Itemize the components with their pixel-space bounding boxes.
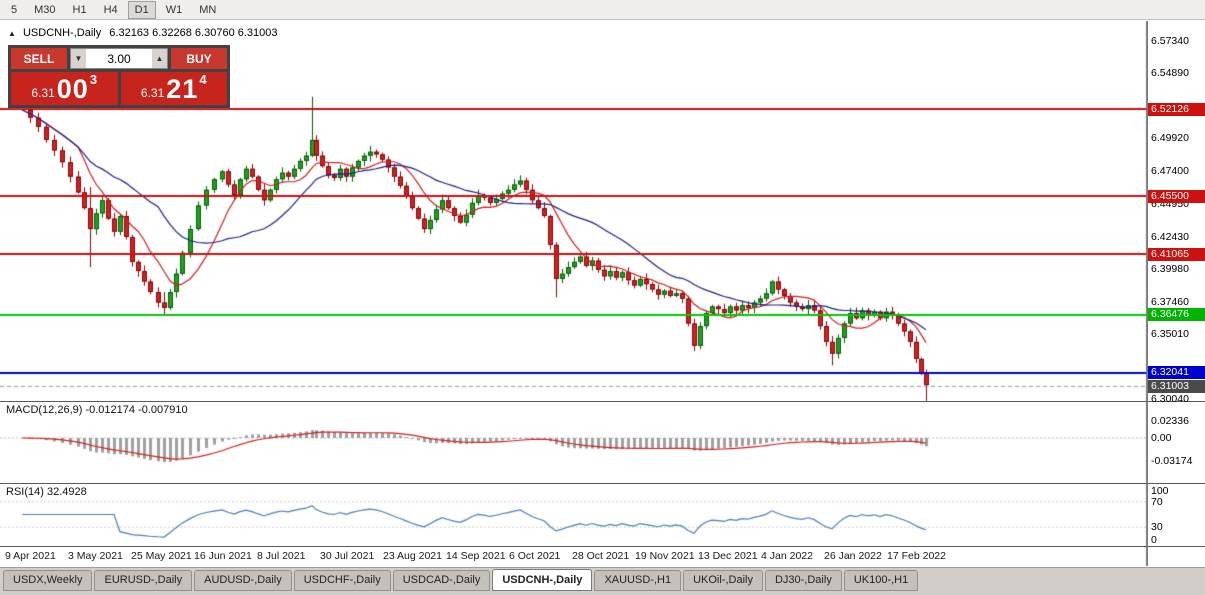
price-line-badge: 6.45500 <box>1148 190 1205 203</box>
panel-divider-main-macd[interactable] <box>0 401 1205 402</box>
date-label: 26 Jan 2022 <box>824 550 882 562</box>
date-label: 23 Aug 2021 <box>383 550 442 562</box>
tab-audusd-daily[interactable]: AUDUSD-,Daily <box>194 570 292 591</box>
tab-usdchf-daily[interactable]: USDCHF-,Daily <box>293 570 391 591</box>
panel-divider-rsi-axis <box>0 546 1205 547</box>
price-line-badge: 6.31003 <box>1148 380 1205 393</box>
volume-increase-icon[interactable]: ▲ <box>152 49 167 68</box>
timeframe-toolbar: 5 M30 H1 H4 D1 W1 MN <box>0 0 1205 20</box>
price-label: 6.54890 <box>1151 67 1189 79</box>
buy-button[interactable]: BUY <box>171 48 227 69</box>
bid-price-big: 00 <box>56 74 89 104</box>
volume-input[interactable]: 3.00 <box>86 49 152 68</box>
price-label: 6.30040 <box>1151 393 1189 405</box>
price-label: 6.47400 <box>1151 165 1189 177</box>
chart-title: ▲ USDCNH-,Daily 6.32163 6.32268 6.30760 … <box>8 27 278 39</box>
tab-usdcnh-daily[interactable]: USDCNH-,Daily <box>492 569 593 591</box>
macd-axis-label: 0.02336 <box>1151 415 1189 427</box>
tab-dj30-daily[interactable]: DJ30-,Daily <box>764 570 842 591</box>
panel-divider-macd-rsi[interactable] <box>0 483 1205 484</box>
macd-indicator-label: MACD(12,26,9) -0.012174 -0.007910 <box>6 404 188 416</box>
date-label: 14 Sep 2021 <box>446 550 506 562</box>
price-line-badge: 6.41065 <box>1148 248 1205 261</box>
timeframe-button-5[interactable]: 5 <box>11 3 18 16</box>
date-label: 9 Apr 2021 <box>5 550 56 562</box>
bid-price-button[interactable]: 6.31 00 3 <box>11 72 118 105</box>
chart-ohlc-values: 6.32163 6.32268 6.30760 6.31003 <box>109 27 278 39</box>
date-label: 4 Jan 2022 <box>761 550 813 562</box>
rsi-axis-label: 100 <box>1151 485 1169 497</box>
rsi-indicator-label: RSI(14) 32.4928 <box>6 486 87 498</box>
date-label: 19 Nov 2021 <box>635 550 695 562</box>
price-line-badge: 6.52126 <box>1148 103 1205 116</box>
rsi-axis-label: 0 <box>1151 534 1157 546</box>
one-click-trade-panel: SELL ▼ 3.00 ▲ BUY 6.31 00 3 6.31 21 4 <box>8 45 230 108</box>
date-label: 8 Jul 2021 <box>257 550 306 562</box>
volume-control: ▼ 3.00 ▲ <box>70 48 168 69</box>
timeframe-button-mn[interactable]: MN <box>199 3 217 16</box>
ask-price-pipette: 4 <box>199 72 207 87</box>
tab-usdx-weekly[interactable]: USDX,Weekly <box>3 570 93 591</box>
rsi-axis-label: 30 <box>1151 521 1163 533</box>
timeframe-button-h4[interactable]: H4 <box>103 3 118 16</box>
date-label: 25 May 2021 <box>131 550 192 562</box>
ask-price-prefix: 6.31 <box>140 86 165 100</box>
ask-price-button[interactable]: 6.31 21 4 <box>120 72 227 105</box>
tab-xauusd-h1[interactable]: XAUUSD-,H1 <box>594 570 682 591</box>
price-line-badge: 6.32041 <box>1148 366 1205 379</box>
trade-panel-collapse-icon[interactable]: ▲ <box>8 29 16 38</box>
macd-axis-label: -0.03174 <box>1151 455 1193 467</box>
price-label: 6.57340 <box>1151 35 1189 47</box>
tab-uk100-h1[interactable]: UK100-,H1 <box>843 570 919 591</box>
tab-ukoil-daily[interactable]: UKOil-,Daily <box>683 570 763 591</box>
tab-eurusd-daily[interactable]: EURUSD-,Daily <box>94 570 193 591</box>
timeframe-button-w1[interactable]: W1 <box>165 3 183 16</box>
date-label: 3 May 2021 <box>68 550 123 562</box>
date-label: 17 Feb 2022 <box>887 550 946 562</box>
date-label: 28 Oct 2021 <box>572 550 630 562</box>
price-label: 6.37460 <box>1151 296 1189 308</box>
bid-price-prefix: 6.31 <box>31 86 55 100</box>
price-line-badge: 6.36476 <box>1148 308 1205 321</box>
ask-price-big: 21 <box>166 74 199 104</box>
chart-tabs-bar: USDX,Weekly EURUSD-,Daily AUDUSD-,Daily USD… <box>0 567 1205 595</box>
price-label: 6.49920 <box>1151 132 1189 144</box>
price-label: 6.35010 <box>1151 328 1189 340</box>
price-label: 6.39980 <box>1151 263 1189 275</box>
timeframe-button-d1[interactable]: D1 <box>127 0 156 19</box>
sell-button[interactable]: SELL <box>11 48 67 69</box>
date-label: 16 Jun 2021 <box>194 550 252 562</box>
chart-area: ▲ USDCNH-,Daily 6.32163 6.32268 6.30760 … <box>0 21 1205 566</box>
rsi-axis-label: 70 <box>1151 496 1163 508</box>
volume-decrease-icon[interactable]: ▼ <box>71 49 86 68</box>
tab-usdcad-daily[interactable]: USDCAD-,Daily <box>392 570 491 591</box>
date-label: 13 Dec 2021 <box>698 550 758 562</box>
bid-price-pipette: 3 <box>89 72 98 87</box>
timeframe-button-h1[interactable]: H1 <box>72 3 87 16</box>
timeframe-button-m30[interactable]: M30 <box>34 3 56 16</box>
price-scale: 6.57340 6.54890 6.49920 6.47400 6.44950 6.424… <box>1147 21 1205 566</box>
macd-axis-label: 0.00 <box>1151 432 1172 444</box>
time-axis: 9 Apr 2021 3 May 2021 25 May 2021 16 Jun 20… <box>0 550 1147 564</box>
date-label: 30 Jul 2021 <box>320 550 375 562</box>
date-label: 6 Oct 2021 <box>509 550 561 562</box>
price-chart-canvas[interactable] <box>0 21 1147 566</box>
chart-symbol-period: USDCNH-,Daily <box>22 27 102 39</box>
price-label: 6.42430 <box>1151 231 1189 243</box>
